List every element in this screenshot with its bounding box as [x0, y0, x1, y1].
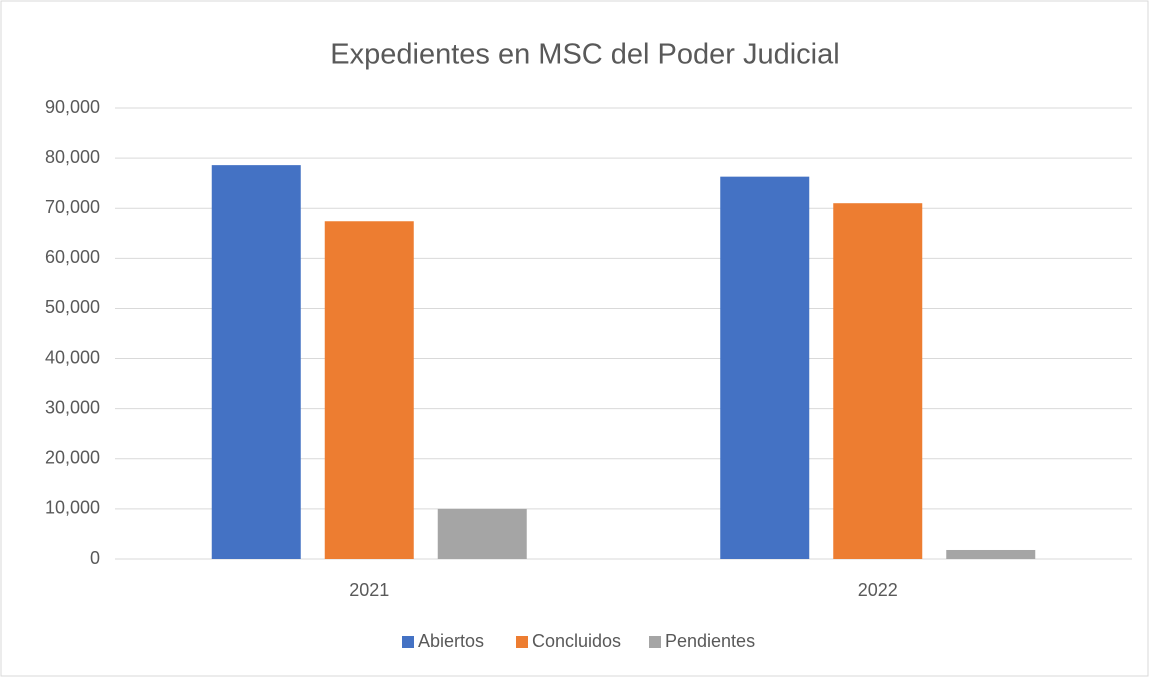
- y-tick-label: 60,000: [45, 247, 100, 267]
- y-tick-label: 80,000: [45, 147, 100, 167]
- chart-title: Expedientes en MSC del Poder Judicial: [330, 39, 839, 71]
- legend-label: Pendientes: [665, 631, 755, 651]
- legend-swatch: [516, 636, 528, 648]
- y-tick-label: 20,000: [45, 448, 100, 468]
- legend-swatch: [402, 636, 414, 648]
- legend-label: Abiertos: [418, 631, 484, 651]
- x-tick-label: 2021: [349, 580, 389, 600]
- y-tick-label: 40,000: [45, 347, 100, 367]
- legend-label: Concluidos: [532, 631, 621, 651]
- legend-swatch: [649, 636, 661, 648]
- bar: [324, 221, 414, 560]
- y-tick-label: 70,000: [45, 197, 100, 217]
- bar: [720, 176, 810, 559]
- y-tick-label: 30,000: [45, 397, 100, 417]
- bar: [211, 165, 301, 560]
- bar: [437, 508, 527, 559]
- bar: [833, 203, 923, 559]
- y-tick-label: 10,000: [45, 498, 100, 518]
- y-tick-label: 0: [90, 548, 100, 568]
- x-tick-label: 2022: [858, 580, 898, 600]
- y-tick-label: 50,000: [45, 297, 100, 317]
- bar: [946, 549, 1036, 559]
- y-tick-label: 90,000: [45, 97, 100, 117]
